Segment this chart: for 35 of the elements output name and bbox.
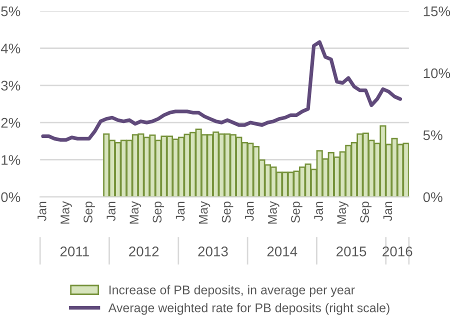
text: 2015 <box>336 246 366 256</box>
y2-tick-label: 5% <box>423 130 442 140</box>
y-tick-label: 0% <box>1 192 20 202</box>
y2-tick-label: 0% <box>423 192 442 202</box>
text: 2012 <box>129 246 159 256</box>
x-tick-label: Sep <box>360 202 372 223</box>
y-tick-label: 3% <box>1 80 20 91</box>
x-tick-label: Jan <box>383 202 392 222</box>
x-tick-label: Jan <box>38 202 46 222</box>
x-tick-label: Jan <box>176 202 185 222</box>
x-tick-label: May <box>130 201 142 224</box>
text: 2016 <box>382 246 412 256</box>
x-tick-label: May <box>198 201 210 224</box>
x-tick-label: Sep <box>152 202 164 223</box>
y2-tick-label: 15% <box>424 6 450 16</box>
x-tick-label: Sep <box>222 202 234 223</box>
y2-tick-label: 10% <box>424 68 450 78</box>
y-tick-label: 1% <box>2 155 20 165</box>
x-tick-label: Jan <box>106 202 116 222</box>
line-series <box>41 40 402 142</box>
text: 2014 <box>267 246 298 256</box>
text: 2011 <box>60 246 89 256</box>
y-tick-label: 4% <box>0 44 20 54</box>
legend-label: Increase of PB deposits, in average per year <box>109 285 355 297</box>
x-tick-label: May <box>268 201 280 224</box>
x-tick-label: Jan <box>314 202 323 222</box>
y-tick-label: 2% <box>1 118 20 128</box>
y-tick-label: 5% <box>1 6 20 16</box>
x-tick-label: Sep <box>291 202 302 223</box>
text: 2013 <box>198 246 228 256</box>
x-tick-label: Jan <box>245 202 254 222</box>
x-tick-label: May <box>60 201 72 224</box>
x-tick-label: May <box>337 201 348 224</box>
x-tick-label: Sep <box>84 202 95 223</box>
legend-label: Average weighted rate for PB deposits (right scale) <box>108 303 390 315</box>
